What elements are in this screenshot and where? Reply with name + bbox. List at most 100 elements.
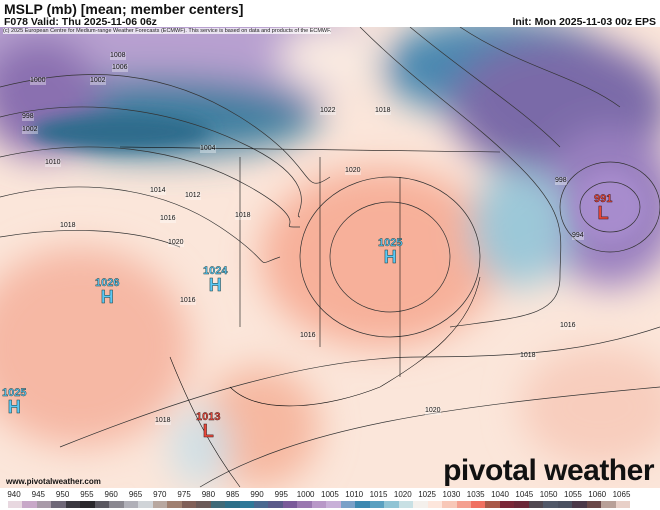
- pressure-center: 1025 H: [2, 387, 27, 416]
- pressure-center: 1026 H: [95, 277, 120, 306]
- colorbar-tick: 990: [250, 490, 264, 499]
- copyright-notice: (c) 2025 European Centre for Medium-rang…: [3, 28, 332, 34]
- colorbar-tick: 1005: [320, 490, 339, 499]
- high-icon: H: [383, 247, 397, 267]
- colorbar-tick: 960: [104, 490, 118, 499]
- colorbar-tick: 945: [31, 490, 45, 499]
- page-title: MSLP (mb) [mean; member centers]: [4, 1, 244, 17]
- colorbar-swatch: [427, 501, 443, 508]
- center-value: 991: [594, 193, 613, 205]
- colorbar-swatch: [268, 501, 283, 508]
- isobar-label: 1016: [180, 297, 196, 305]
- borders: [119, 146, 501, 488]
- isobar-label: 1004: [200, 145, 216, 153]
- isobar-label: 1014: [150, 187, 166, 195]
- isobar-label: 1020: [425, 407, 441, 415]
- center-value: 1026: [95, 277, 120, 289]
- colorbar-swatch: [65, 501, 81, 508]
- colorbar: [8, 501, 631, 508]
- low-icon: L: [202, 421, 214, 441]
- colorbar-tick: 970: [153, 490, 167, 499]
- colorbar-swatch: [398, 501, 414, 508]
- colorbar-swatch: [369, 501, 385, 508]
- colorbar-tick: 940: [7, 490, 21, 499]
- colorbar-swatch: [543, 501, 558, 508]
- colorbar-tick: 1060: [588, 490, 607, 499]
- isobar-label: 1018: [235, 212, 251, 220]
- mslp-field: [0, 27, 660, 488]
- isobar-label: 1018: [155, 417, 171, 425]
- center-value: 1025: [2, 387, 27, 399]
- colorbar-tick: 950: [55, 490, 70, 499]
- colorbar-swatch: [456, 501, 471, 508]
- high-icon: H: [208, 275, 222, 295]
- colorbar-swatch: [442, 501, 457, 508]
- colorbar-tick: 1045: [515, 490, 534, 499]
- colorbar-tick: 1020: [393, 490, 412, 499]
- colorbar-swatch: [471, 501, 486, 508]
- pressure-center: 1024 H: [203, 265, 228, 295]
- valid-time: F078 Valid: Thu 2025-11-06 06z: [4, 16, 157, 28]
- colorbar-tick: 955: [80, 490, 94, 499]
- center-value: 1013: [196, 411, 221, 423]
- colorbar-tick: 1015: [369, 490, 388, 499]
- site-url[interactable]: www.pivotalweather.com: [6, 477, 101, 486]
- colorbar-swatch: [413, 501, 428, 508]
- colorbar-swatch: [138, 501, 153, 508]
- isobar-label: 1006: [112, 64, 128, 72]
- colorbar-tick: 1025: [418, 490, 436, 499]
- pivotal-weather-logo: pivotal weather: [443, 454, 654, 487]
- colorbar-swatch: [601, 501, 616, 508]
- colorbar-tick: 995: [274, 490, 288, 499]
- colorbar-swatch: [196, 501, 211, 508]
- isobar-label: 1018: [520, 352, 536, 360]
- center-value: 1025: [378, 237, 403, 249]
- colorbar-swatch: [499, 501, 515, 508]
- isobar-label: 1010: [45, 159, 61, 167]
- colorbar-swatch: [572, 501, 587, 508]
- colorbar-swatch: [109, 501, 124, 508]
- colorbar-swatch: [586, 501, 602, 508]
- colorbar-swatch: [181, 501, 197, 508]
- weather-map[interactable]: 1026 H 1024 H 1025 H 1025 H 1013 L 991 L…: [0, 27, 660, 488]
- colorbar-swatch: [485, 501, 500, 508]
- isobar-label: 1018: [60, 222, 76, 230]
- colorbar-swatch: [51, 501, 66, 508]
- pressure-center: 991 L: [594, 193, 613, 223]
- isobar-label: 994: [572, 232, 584, 240]
- colorbar-swatch: [297, 501, 312, 508]
- isobar-label: 1000: [30, 77, 46, 85]
- colorbar-tick: 1000: [296, 490, 315, 499]
- colorbar-swatch: [225, 501, 240, 508]
- colorbar-swatch: [326, 501, 341, 508]
- isobar-label: 998: [555, 177, 567, 185]
- colorbar-swatch: [167, 501, 182, 508]
- isobar-label: 1016: [300, 332, 316, 340]
- colorbar-tick: 1065: [612, 490, 631, 499]
- colorbar-swatch: [210, 501, 226, 508]
- colorbar-swatch: [94, 501, 110, 508]
- isobar-label: 1020: [168, 239, 184, 247]
- colorbar-tick: 1055: [563, 490, 582, 499]
- colorbar-swatch: [340, 501, 356, 508]
- colorbar-swatch: [282, 501, 298, 508]
- colorbar-swatch: [557, 501, 573, 508]
- isobars: [0, 27, 660, 488]
- colorbar-swatch: [36, 501, 52, 508]
- colorbar-swatch: [384, 501, 399, 508]
- init-time: Init: Mon 2025-11-03 00z EPS: [512, 16, 656, 28]
- colorbar-swatch: [253, 501, 269, 508]
- center-value: 1024: [203, 265, 228, 277]
- isobar-label: 1018: [375, 107, 391, 115]
- isobar-label: 1020: [345, 167, 361, 175]
- colorbar-ticks: 940 945 950 955 960 965 970 975 980 985 990 995 1000…: [0, 490, 660, 500]
- low-icon: L: [597, 203, 609, 223]
- pressure-center: 1025 H: [378, 237, 403, 267]
- isobar-label: 1002: [22, 126, 38, 134]
- colorbar-tick: 975: [177, 490, 191, 499]
- colorbar-tick: 1035: [466, 490, 485, 499]
- colorbar-tick: 1040: [491, 490, 509, 499]
- colorbar-swatch: [239, 501, 254, 508]
- colorbar-swatch: [514, 501, 529, 508]
- colorbar-swatch: [355, 501, 370, 508]
